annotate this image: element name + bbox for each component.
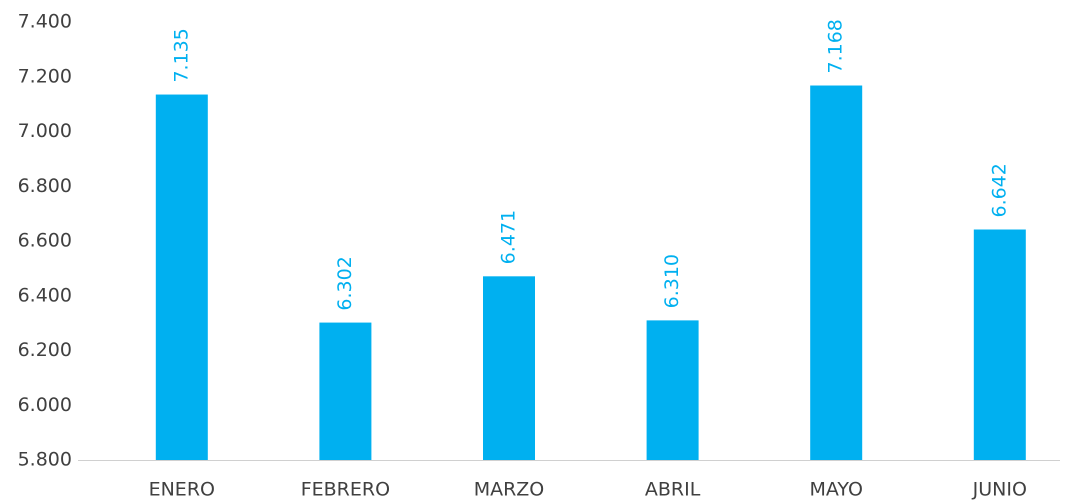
bar: [810, 85, 863, 460]
value-label: 6.302: [334, 256, 356, 310]
x-tick-label: ENERO: [149, 479, 215, 501]
x-tick-label: JUNIO: [972, 479, 1027, 501]
value-label: 6.471: [498, 210, 520, 264]
y-tick-label: 7.200: [18, 65, 72, 87]
bar: [319, 322, 372, 460]
y-tick-label: 6.400: [18, 284, 72, 306]
bar: [155, 94, 208, 460]
x-tick-label: MAYO: [809, 479, 862, 501]
value-label: 7.168: [825, 19, 847, 73]
x-tick-label: FEBRERO: [301, 479, 390, 501]
value-label: 6.642: [988, 163, 1010, 217]
bar: [483, 276, 535, 460]
value-label: 6.310: [661, 254, 683, 308]
bar: [973, 229, 1026, 460]
bar: [646, 320, 699, 460]
y-tick-label: 6.200: [18, 339, 72, 361]
y-tick-label: 7.000: [18, 120, 72, 142]
y-tick-label: 6.000: [18, 394, 72, 416]
x-tick-label: ABRIL: [645, 479, 701, 501]
y-tick-label: 6.600: [18, 230, 72, 252]
value-label: 7.135: [170, 28, 192, 82]
y-tick-label: 6.800: [18, 175, 72, 197]
y-tick-label: 5.800: [18, 449, 72, 471]
x-tick-label: MARZO: [474, 479, 545, 501]
y-tick-label: 7.400: [18, 11, 72, 33]
